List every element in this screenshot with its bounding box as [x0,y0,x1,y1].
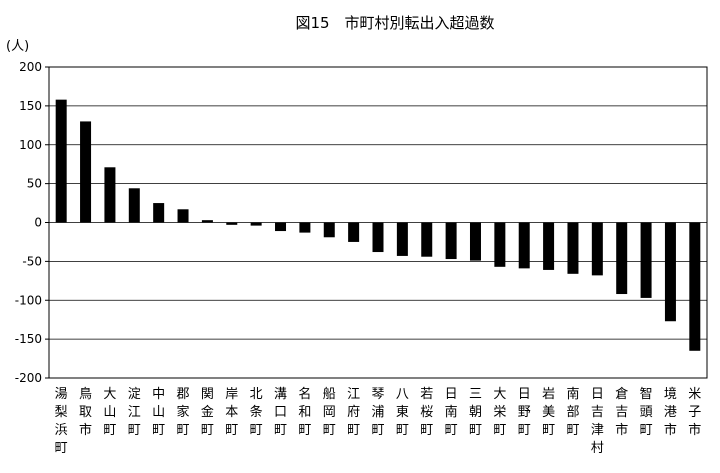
y-tick-label: -50 [22,254,42,268]
bar [177,209,189,223]
y-tick-label: 100 [19,138,42,152]
bar [128,188,140,223]
bar [55,99,67,223]
y-tick-label: -200 [15,371,42,385]
x-tick-label: 北条町 [250,387,263,438]
x-tick-label: 中山町 [152,387,165,438]
bar [689,222,701,351]
chart-title: 図15 市町村別転出入超過数 [295,14,494,32]
x-tick-label: 八東町 [396,387,409,438]
bar [543,222,555,270]
y-tick-label: 200 [19,60,42,74]
y-tick-label: -100 [15,293,42,307]
x-tick-label: 関金町 [201,387,214,438]
bar [640,222,652,298]
x-tick-label: 淀江町 [128,387,141,438]
bar [616,222,628,295]
x-tick-label: 鳥取市 [79,387,92,438]
x-tick-label: 日野町 [518,387,531,438]
y-tick-label: 50 [27,177,42,191]
x-tick-label: 江府町 [347,387,360,438]
x-tick-label: 若桜町 [420,386,433,438]
bar [445,222,457,260]
x-tick-label: 琴浦町 [371,387,384,438]
bar [104,167,116,223]
bar [664,222,676,322]
x-tick-label: 日南町 [445,387,458,438]
bar [80,121,92,223]
y-tick-label: 0 [34,216,42,230]
y-axis-unit-label: (人) [6,39,29,54]
bar [348,222,360,242]
bar [567,222,579,274]
x-tick-label: 大栄町 [493,387,506,438]
bar [201,220,213,223]
bar [299,222,311,233]
x-tick-label: 郡家町 [177,387,190,438]
bar [323,222,335,238]
bar [469,222,481,261]
x-tick-label: 溝口町 [274,387,287,438]
y-tick-label: -150 [15,332,42,346]
plot-area: 200 150 100 50 0 -50 -100 -150 -200 湯梨浜町鳥取市大山町淀江町… [15,60,708,456]
x-tick-label: 船岡町 [323,387,336,438]
bar [494,222,506,267]
bar [250,222,262,226]
x-tick-label: 名和町 [298,386,311,438]
x-tick-label: 南部町 [566,386,579,438]
bar [396,222,408,256]
bar [372,222,384,253]
x-tick-label: 三朝町 [469,387,482,438]
y-tick-label: 150 [19,99,42,113]
bar [153,203,165,223]
x-tick-label: 倉吉市 [615,387,628,438]
x-tick-label: 岸本町 [225,387,238,438]
x-tick-label: 境港市 [664,387,677,438]
bar [518,222,530,269]
x-tick-label: 智頭町 [640,387,653,438]
x-tick-label: 大山町 [103,387,116,438]
bar [226,222,238,225]
x-tick-label: 米子市 [688,387,701,438]
x-tick-label: 岩美町 [542,387,555,438]
x-tick-label: 湯梨浜町 [55,387,68,456]
bar [591,222,603,276]
x-tick-label: 日吉津村 [591,387,604,456]
bar [275,222,287,232]
bar [421,222,433,257]
